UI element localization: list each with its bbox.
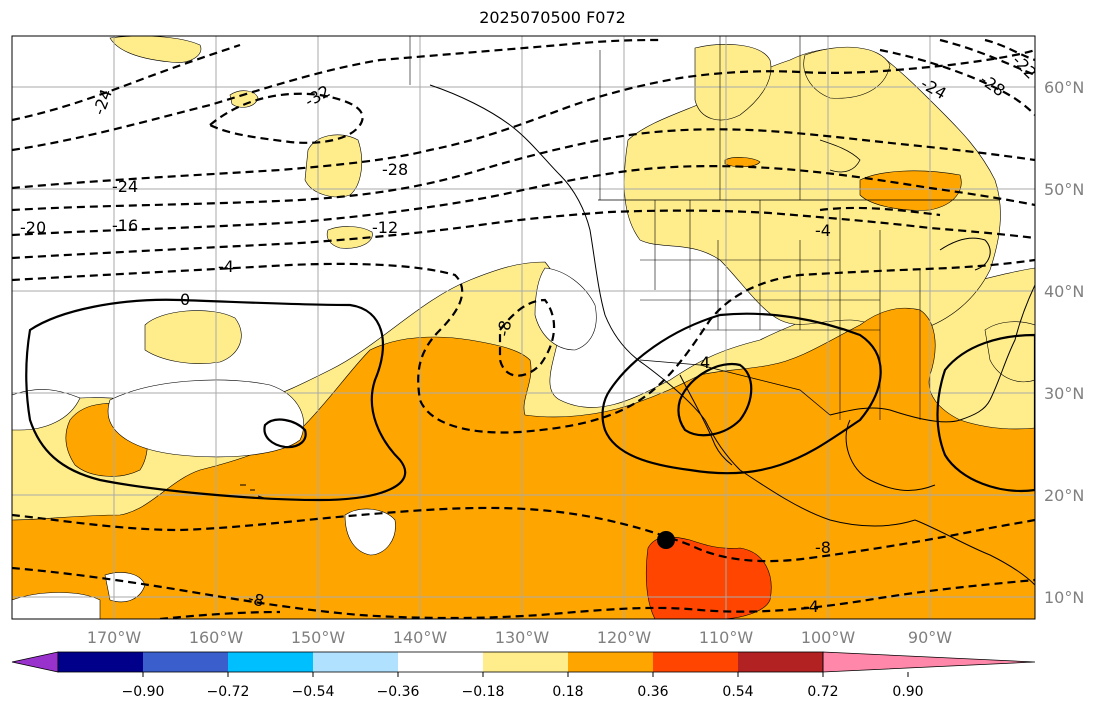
contour-label: 0 [180, 290, 190, 309]
colorbar-segment [58, 652, 144, 672]
lon-label-160w: 160°W [189, 628, 244, 647]
colorbar-tick-label: −0.54 [292, 684, 335, 700]
contour-label: -8 [494, 319, 515, 338]
lon-label-90w: 90°W [908, 628, 952, 647]
colorbar-segment [568, 652, 654, 672]
lon-label-120w: 120°W [597, 628, 652, 647]
contour-label: -4 [803, 597, 819, 616]
contour-label: -4 [218, 257, 234, 276]
colorbar-segment [228, 652, 314, 672]
colorbar-border [57, 651, 824, 673]
lon-label-170w: 170°W [87, 628, 142, 647]
colorbar: −0.90 −0.72 −0.54 −0.36 −0.18 0.18 0.36 0.54 0.7… [11, 651, 1036, 700]
shading-mid [12, 157, 1035, 619]
lon-label-140w: 140°W [393, 628, 448, 647]
colorbar-segment [653, 652, 739, 672]
contour-label: -8 [815, 538, 831, 557]
colorbar-segment [483, 652, 569, 672]
lat-label-10n: 10°N [1044, 588, 1084, 607]
colorbar-tick-label: −0.18 [462, 684, 505, 700]
lat-label-20n: 20°N [1044, 486, 1084, 505]
shading-high [645, 536, 772, 619]
contour-label: -24 [112, 177, 138, 196]
coastlines [240, 36, 1035, 586]
colorbar-tick-label: 0.72 [807, 684, 838, 700]
latitude-labels: 60°N 50°N 40°N 30°N 20°N 10°N [1044, 78, 1084, 607]
lat-label-60n: 60°N [1044, 78, 1084, 97]
lon-label-100w: 100°W [801, 628, 856, 647]
lon-label-130w: 130°W [495, 628, 550, 647]
colorbar-segment [143, 652, 229, 672]
lat-label-40n: 40°N [1044, 282, 1084, 301]
colorbar-extend-high [822, 651, 1036, 673]
colorbar-tick-label: −0.90 [122, 684, 165, 700]
colorbar-tick-label: 0.18 [552, 684, 583, 700]
map-title: 2025070500 F072 [479, 8, 626, 27]
colorbar-tick-label: 0.54 [722, 684, 753, 700]
colorbar-tick-label: 0.90 [892, 684, 923, 700]
contour-label: -8 [246, 588, 266, 610]
map-border [11, 35, 1036, 620]
contour-label: -20 [20, 218, 46, 237]
contours [12, 38, 1035, 619]
lat-label-50n: 50°N [1044, 180, 1084, 199]
contour-label: -16 [112, 216, 138, 235]
shading-white-patches [12, 267, 597, 619]
longitude-labels: 170°W 160°W 150°W 140°W 130°W 120°W 110°… [87, 628, 952, 647]
lat-label-30n: 30°N [1044, 384, 1084, 403]
colorbar-segment [398, 652, 484, 672]
contour-label: 4 [700, 353, 710, 372]
colorbar-extend-low [11, 651, 59, 673]
lon-label-110w: 110°W [699, 628, 754, 647]
colorbar-segment [738, 652, 824, 672]
contour-label: -4 [815, 221, 831, 240]
colorbar-tick-label: −0.72 [207, 684, 250, 700]
contour-label: -12 [372, 218, 398, 237]
colorbar-tick-label: −0.36 [377, 684, 420, 700]
lon-label-150w: 150°W [291, 628, 346, 647]
marker-dot [657, 531, 675, 549]
colorbar-segment [313, 652, 399, 672]
contour-label: -28 [382, 160, 408, 179]
colorbar-tick-label: 0.36 [637, 684, 668, 700]
